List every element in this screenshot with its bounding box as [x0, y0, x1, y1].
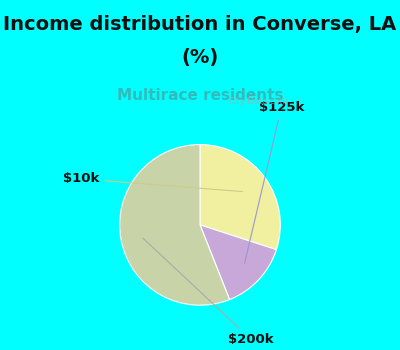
Text: Income distribution in Converse, LA: Income distribution in Converse, LA: [3, 15, 397, 34]
Text: $200k: $200k: [143, 238, 274, 346]
Wedge shape: [120, 145, 230, 305]
Text: $10k: $10k: [63, 172, 243, 191]
Text: $125k: $125k: [244, 102, 304, 264]
Text: Multirace residents: Multirace residents: [117, 88, 283, 103]
Wedge shape: [200, 145, 280, 250]
Text: (%): (%): [181, 48, 219, 67]
Text: City-Data.com: City-Data.com: [228, 97, 288, 106]
Wedge shape: [200, 225, 276, 300]
